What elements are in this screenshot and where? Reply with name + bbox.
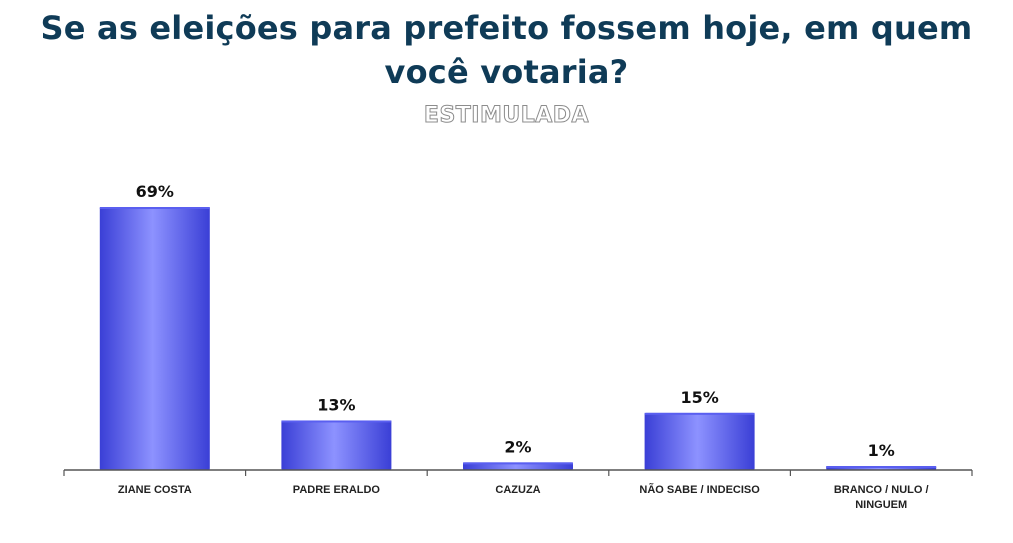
category-label: CAZUZA [495, 484, 540, 496]
value-label: 1% [868, 441, 895, 460]
bar-top-edge [463, 462, 573, 465]
chart-subtitle: ESTIMULADA [423, 103, 590, 129]
bars-layer [99, 207, 937, 470]
bar-top-edge [644, 412, 755, 415]
category-label: PADRE ERALDO [293, 484, 381, 496]
bar-2 [281, 420, 392, 470]
value-label: 15% [680, 388, 718, 407]
bar-4 [644, 412, 755, 470]
category-label: BRANCO / NULO / NINGUEM [834, 484, 929, 511]
value-label: 2% [504, 437, 531, 456]
bar-top-edge [826, 466, 937, 468]
labels-layer: 69% ZIANE COSTA 13% PADRE ERALDO 2% CAZUZA 15%… [118, 182, 929, 511]
x-axis [63, 469, 973, 476]
bar-top-edge [99, 207, 210, 209]
value-label: 69% [136, 182, 174, 201]
bar-1 [99, 207, 210, 470]
bar-top-edge [281, 420, 392, 423]
chart-title: Se as eleições para prefeito fossem hoje… [40, 9, 973, 91]
value-label: 13% [317, 395, 355, 414]
category-label: NÃO SABE / INDECISO [639, 483, 760, 496]
category-label: ZIANE COSTA [118, 484, 192, 496]
